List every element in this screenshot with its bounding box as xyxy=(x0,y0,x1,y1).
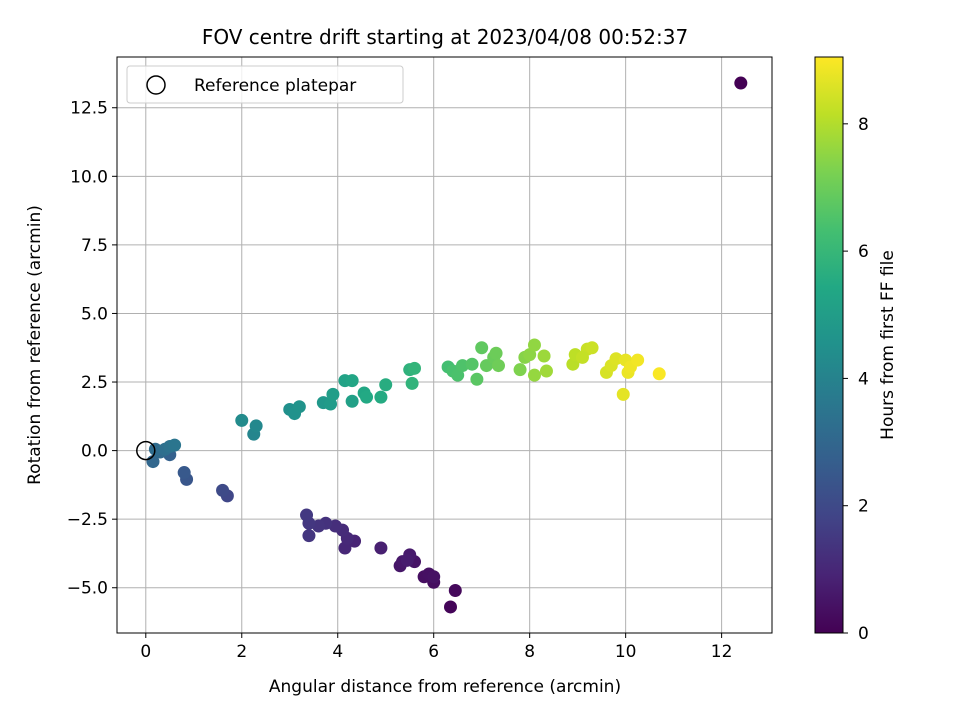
y-tick-label: 0.0 xyxy=(81,442,108,462)
data-point xyxy=(470,372,484,386)
data-point xyxy=(400,553,414,567)
data-points xyxy=(146,76,748,614)
data-point xyxy=(527,338,541,352)
colorbar-tick-label: 2 xyxy=(858,497,869,517)
data-point xyxy=(249,419,263,433)
colorbar-tick-label: 4 xyxy=(858,369,869,389)
x-axis-label: Angular distance from reference (arcmin) xyxy=(269,677,621,697)
x-tick-label: 2 xyxy=(236,642,247,662)
data-point xyxy=(360,390,374,404)
data-point xyxy=(616,387,630,401)
colorbar-ticks: 0 2 4 6 8 xyxy=(843,115,869,644)
legend-label: Reference platepar xyxy=(194,76,356,96)
data-point xyxy=(168,438,182,452)
y-axis-ticks: −5.0 −2.5 0.0 2.5 5.0 7.5 10.0 12.5 xyxy=(67,99,117,599)
data-point xyxy=(345,374,359,388)
data-point xyxy=(489,346,503,360)
data-point xyxy=(326,387,340,401)
data-point xyxy=(300,508,314,522)
data-point xyxy=(216,483,230,497)
data-point xyxy=(374,541,388,555)
data-point xyxy=(609,352,623,366)
data-point xyxy=(177,466,191,480)
x-tick-label: 0 xyxy=(140,642,151,662)
y-tick-label: −2.5 xyxy=(67,510,108,530)
plot-area: 0 2 4 6 8 10 12 −5.0 −2.5 0.0 2.5 5.0 7.5 10.0 12.5 xyxy=(67,56,773,662)
data-point xyxy=(374,390,388,404)
data-point xyxy=(451,368,465,382)
data-point xyxy=(537,349,551,363)
colorbar-label: Hours from first FF file xyxy=(878,250,898,440)
y-tick-label: 2.5 xyxy=(81,373,108,393)
x-tick-label: 4 xyxy=(332,642,343,662)
data-point xyxy=(379,378,393,392)
y-axis-label: Rotation from reference (arcmin) xyxy=(25,205,45,485)
data-point xyxy=(235,413,249,427)
data-point xyxy=(513,363,527,377)
legend: Reference platepar xyxy=(126,65,404,104)
data-point xyxy=(292,400,306,414)
x-tick-label: 12 xyxy=(711,642,733,662)
data-point xyxy=(443,600,457,614)
chart-title: FOV centre drift starting at 2023/04/08 … xyxy=(202,25,688,49)
data-point xyxy=(455,359,469,373)
colorbar-tick-label: 8 xyxy=(858,115,869,135)
data-point xyxy=(302,529,316,543)
data-point xyxy=(448,583,462,597)
data-point xyxy=(475,341,489,355)
colorbar-gradient xyxy=(814,56,844,634)
legend-marker-open-circle-icon xyxy=(146,75,166,95)
y-tick-label: 12.5 xyxy=(70,99,108,119)
data-point xyxy=(405,376,419,390)
legend-box xyxy=(126,65,404,104)
data-point xyxy=(465,357,479,371)
data-point xyxy=(734,76,748,90)
x-tick-label: 8 xyxy=(524,642,535,662)
data-point xyxy=(631,353,645,367)
reference-open-circle-icon xyxy=(136,440,156,461)
y-tick-label: 10.0 xyxy=(70,167,108,187)
data-point xyxy=(585,341,599,355)
plot-background xyxy=(117,57,772,633)
data-point xyxy=(345,394,359,408)
x-tick-label: 6 xyxy=(428,642,439,662)
grid-lines xyxy=(117,57,772,633)
data-point xyxy=(523,348,537,362)
colorbar: 0 2 4 6 8 Hours from first FF file xyxy=(814,56,898,644)
x-tick-label: 10 xyxy=(615,642,637,662)
data-point xyxy=(427,570,441,584)
data-point xyxy=(491,359,505,373)
reference-marker xyxy=(136,440,156,461)
x-axis-ticks: 0 2 4 6 8 10 12 xyxy=(140,633,732,662)
data-point xyxy=(539,364,553,378)
y-tick-label: 7.5 xyxy=(81,236,108,256)
plot-frame xyxy=(116,56,773,634)
colorbar-tick-label: 0 xyxy=(858,624,869,644)
y-tick-label: −5.0 xyxy=(67,579,108,599)
data-point xyxy=(652,367,666,381)
y-tick-label: 5.0 xyxy=(81,304,108,324)
data-point xyxy=(408,361,422,375)
data-point xyxy=(527,368,541,382)
data-point xyxy=(575,350,589,364)
colorbar-tick-label: 6 xyxy=(858,242,869,262)
